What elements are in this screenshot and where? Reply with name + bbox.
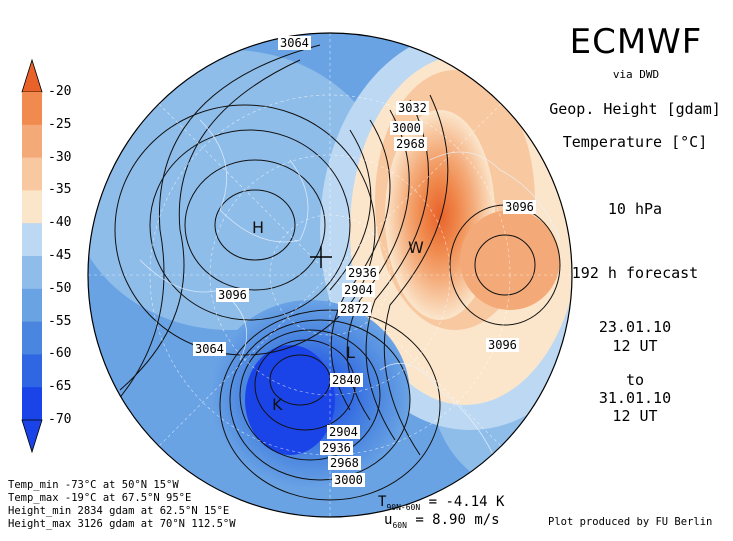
center-marker: L [346,343,355,362]
colorbar-swatch [22,288,42,323]
contour-label: 2904 [327,425,360,439]
contour-label: 3000 [332,473,365,487]
wind-index: u60N = 8.90 m/s [384,512,500,530]
colorbar-tick-label: -25 [48,116,72,132]
date-from: 23.01.10 [598,318,672,336]
temp-index-value: = -4.14 K [420,494,505,510]
colorbar-tick-label: -60 [48,346,72,362]
contour-label: 2968 [394,137,427,151]
time-to: 12 UT [612,407,658,425]
colorbar-swatch [22,157,42,191]
contour-label: 2936 [346,266,379,280]
colorbar [21,58,43,454]
level-label: 10 hPa [607,200,663,218]
colorbar-swatch [22,321,42,355]
contour-label: 2904 [342,283,375,297]
contour-label: 3064 [193,342,226,356]
temp-index: T90N-60N = -4.14 K [378,494,504,512]
colorbar-tick-label: -70 [48,412,72,427]
contour-label: 2872 [338,302,371,316]
center-marker: H [252,218,265,237]
temp-label: Temperature [°C] [562,133,708,151]
contour-label: 2968 [328,456,361,470]
date-to: 31.01.10 [598,389,672,407]
temp-index-symbol: T [378,494,387,510]
colorbar-tick-label: -30 [48,149,72,165]
colorbar-swatch [22,124,42,159]
source-label: via DWD [612,68,660,81]
forecast-label: 192 h forecast [571,264,699,282]
center-marker: W [408,238,424,257]
colorbar-top-arrow [21,58,43,93]
colorbar-tick-label: -45 [48,248,72,263]
colorbar-tick-label: -55 [48,313,72,329]
height-min-stat: Height_min 2834 gdam at 62.5°N 15°E [8,505,230,517]
temp-min-stat: Temp_min -73°C at 50°N 15°W [8,479,179,491]
map-border [87,32,573,518]
colorbar-swatch [22,190,42,224]
credit-label: Plot produced by FU Berlin [548,516,713,528]
contour-label: 3032 [396,101,429,115]
model-title: ECMWF [569,22,703,62]
colorbar-tick-label: -20 [48,84,72,99]
contour-label: 2840 [330,373,363,387]
contour-label: 3064 [278,36,311,50]
contour-label: 3000 [390,121,423,135]
contour-label: 3096 [216,288,249,302]
contour-label: 3096 [486,338,519,352]
temp-index-subscript: 90N-60N [386,502,421,512]
colorbar-swatch [22,92,42,126]
to-label: to [625,371,645,389]
wind-index-value: = 8.90 m/s [406,512,500,528]
temp-max-stat: Temp_max -19°C at 67.5°N 95°E [8,492,192,504]
colorbar-swatch [22,387,42,421]
colorbar-tick-label: -50 [48,280,72,296]
colorbar-swatch [22,256,42,290]
lat-lon-grid [88,33,572,517]
center-marker: K [272,395,283,414]
time-from: 12 UT [612,337,658,355]
contour-label: 3096 [503,200,536,214]
geop-label: Geop. Height [gdam] [549,100,721,118]
wind-index-subscript: 60N [392,520,407,530]
contour-label: 2936 [320,441,353,455]
colorbar-tick-label: -40 [48,215,72,231]
wind-index-symbol: u [384,512,393,528]
colorbar-tick-label: -65 [48,379,72,395]
colorbar-swatch [22,354,42,388]
temperature-field [88,33,572,517]
height-max-stat: Height_max 3126 gdam at 70°N 112.5°W [8,518,236,530]
colorbar-tick-label: -35 [48,182,72,198]
colorbar-bottom-arrow [21,419,43,454]
colorbar-swatch [22,223,42,257]
